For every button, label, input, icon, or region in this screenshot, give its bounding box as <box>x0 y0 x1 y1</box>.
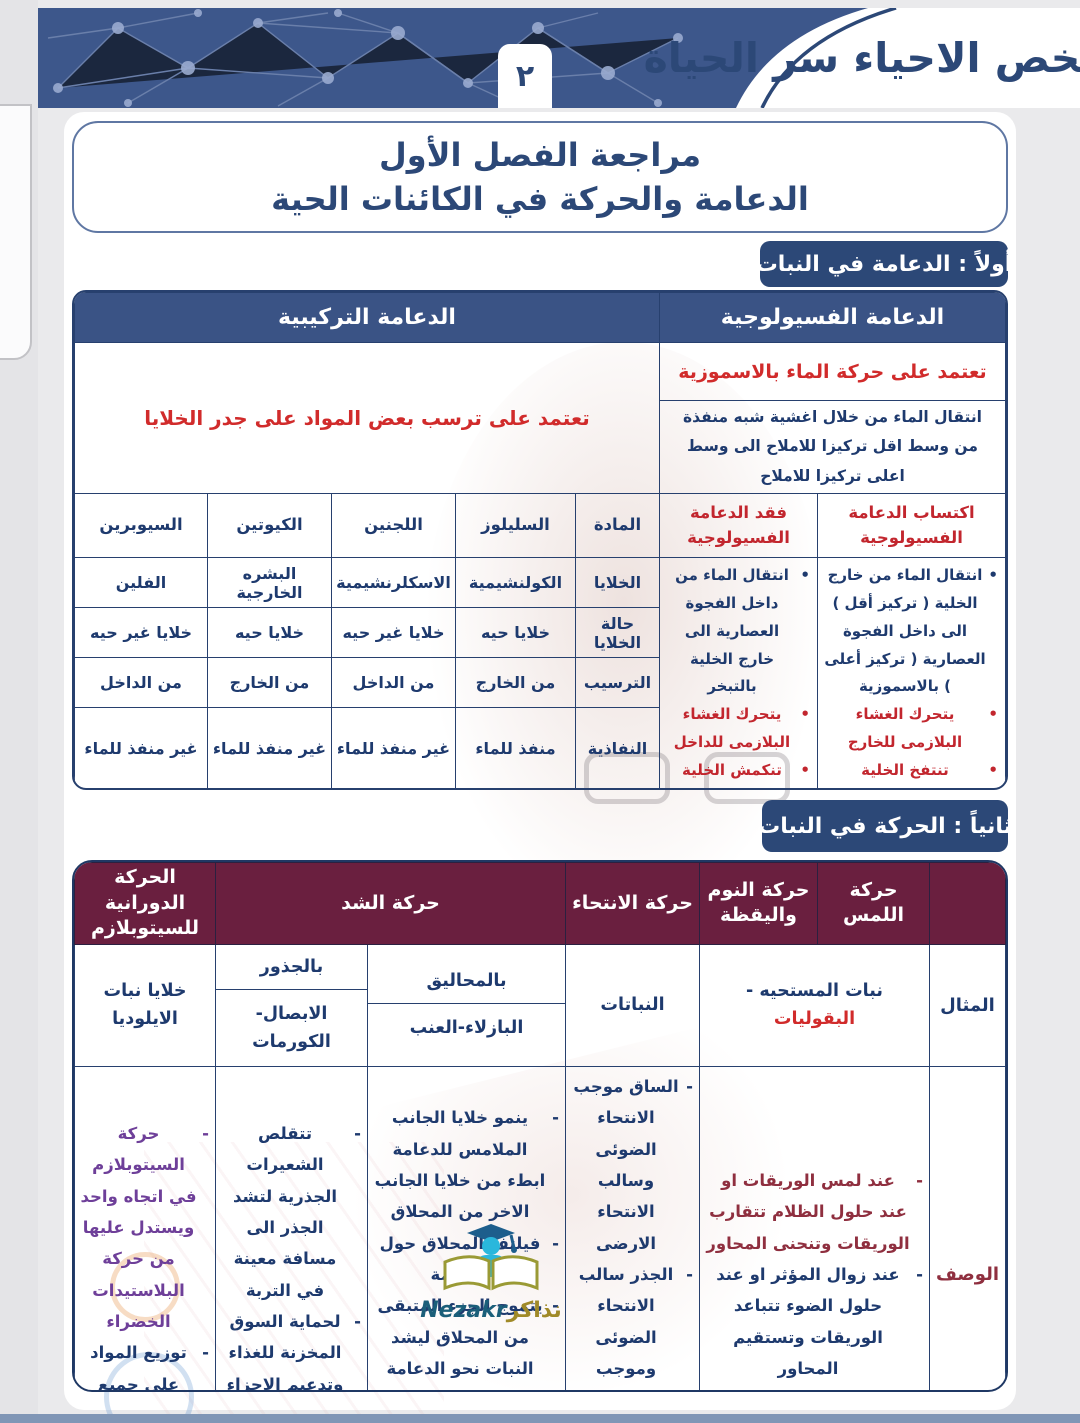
gain-support-points: • انتقال الماء من خارج الخلية ( تركيز أقل… <box>817 557 1006 788</box>
loss-point-3: تنكمش الخلية <box>682 760 782 779</box>
permeability-cellulose: منفذ للماء <box>454 707 576 788</box>
tendrils-plants: البازلاء-العنب <box>409 1017 524 1038</box>
state-suberin: خلايا غير حيه <box>74 607 208 659</box>
physio-note-definition: انتقال الماء من خلال اغشية شبه منفذة من … <box>658 399 1006 495</box>
bottom-bar <box>0 1414 1080 1423</box>
description-rotation: - حركة السيتوبلازم في اتجاه واحد ويستدل ع… <box>74 1065 216 1390</box>
banner-pattern <box>38 8 700 110</box>
row-label-example: المثال <box>929 943 1006 1067</box>
col-tension-movement: حركة الشد <box>215 862 566 945</box>
logo-wordmark: Nezakrنذاكر <box>420 1298 562 1323</box>
movement-table: حركة اللمس حركة النوم واليقظة حركة الانت… <box>72 860 1008 1392</box>
loss-point-2: يتحرك الغشاء البلازمى للداخل <box>673 705 791 751</box>
description-tropism: - الساق موجب الانتحاء الضوئى وسالب الانتح… <box>565 1065 700 1390</box>
example-rotation: خلايا نبات الايلوديا <box>74 943 216 1067</box>
loss-point-1: انتقال الماء من داخل الفجوة العصارية الى… <box>675 566 789 696</box>
description-touch-sleep: - عند لمس الوريقات او عند حلول الظلام تتق… <box>699 1065 930 1390</box>
gain-point-3: تنتفخ الخلية <box>861 760 949 779</box>
material-suberin: السيوبرين <box>74 493 208 559</box>
cells-suberin: الفلين <box>74 557 208 609</box>
loss-support-points: • انتقال الماء من داخل الفجوة العصارية ال… <box>658 557 819 788</box>
row-header-cells: الخلايا <box>574 557 660 609</box>
permeability-cutin: غير منفذ للماء <box>206 707 332 788</box>
deposition-suberin: من الداخل <box>74 657 208 709</box>
cells-cutin: البشره الخارجية <box>206 557 332 609</box>
network-pattern-graphic <box>47 9 683 110</box>
state-cutin: خلايا حيه <box>206 607 332 659</box>
logo-graphic <box>443 1224 539 1291</box>
cells-cellulose: الكولنشيمية <box>454 557 576 609</box>
col-tropism-movement: حركة الانتحاء <box>565 862 700 945</box>
nezakr-logo: Nezakrنذاكر <box>416 1222 566 1323</box>
loss-support-header: فقد الدعامة الفسيولوجية <box>658 493 819 559</box>
deposition-lignin: من الداخل <box>330 657 456 709</box>
corner-cell <box>929 862 1006 945</box>
support-table: الدعامة الفسيولوجية الدعامة التركيبية تع… <box>72 290 1008 790</box>
cells-lignin: الاسكلرنشيمية <box>330 557 456 609</box>
col-touch-movement: حركة اللمس <box>817 862 930 945</box>
example-roots: بالجذور الابصال- الكورمات <box>215 943 368 1067</box>
example-legumes: البقوليات <box>773 1009 856 1030</box>
row-header-material: المادة <box>574 493 660 559</box>
page-number-tab: ٢ <box>498 44 552 108</box>
banner-curve-shape <box>700 8 897 108</box>
physio-note-osmosis: تعتمد على حركة الماء بالاسموزية <box>658 342 1006 401</box>
state-lignin: خلايا غير حيه <box>330 607 456 659</box>
col-sleep-movement: حركة النوم واليقظة <box>699 862 818 945</box>
roots-plants: الابصال- الكورمات <box>252 1003 331 1052</box>
page-number: ٢ <box>515 58 535 94</box>
row-header-permeability: النفاذية <box>574 707 660 788</box>
gain-point-1: انتقال الماء من خارج الخلية ( تركيز أقل … <box>824 566 986 696</box>
permeability-suberin: غير منفذ للماء <box>74 707 208 788</box>
chapter-title-line2: الدعامة والحركة في الكائنات الحية <box>271 180 809 218</box>
structural-note: تعتمد على ترسب بعض المواد على جدر الخلاي… <box>74 341 660 495</box>
document-title: ملخص الاحياء سر الحياة <box>643 34 1080 82</box>
section1-header: أولاً : الدعامة في النبات <box>756 241 1012 287</box>
gain-support-header: اكتساب الدعامة الفسيولوجية <box>817 493 1006 559</box>
material-cellulose: السليلوز <box>454 493 576 559</box>
tendrils-label: بالمحاليق <box>368 959 565 1004</box>
permeability-lignin: غير منفذ للماء <box>330 707 456 788</box>
chapter-title-line1: مراجعة الفصل الأول <box>378 136 702 174</box>
section2-header: ثانياً : الحركة في النبات <box>758 800 1012 852</box>
gain-point-2: يتحرك الغشاء البلازمى للخارج <box>847 705 963 751</box>
description-tendrils: - ينمو خلايا الجانب الملامس للدعامة ابطء … <box>367 1065 566 1390</box>
adjacent-page-edge <box>0 104 32 360</box>
example-touch-sleep: نبات المستحيه - البقوليات <box>699 943 930 1067</box>
header-banner: ٢ ملخص الاحياء سر الحياة <box>38 8 1080 110</box>
row-header-cell-state: حالة الخلايا <box>574 607 660 659</box>
row-header-deposition: الترسيب <box>574 657 660 709</box>
col-structural-support: الدعامة التركيبية <box>74 292 660 343</box>
state-cellulose: خلايا حيه <box>454 607 576 659</box>
deposition-cutin: من الخارج <box>206 657 332 709</box>
row-label-description: الوصف <box>929 1065 1006 1390</box>
example-tendrils: بالمحاليق البازلاء-العنب <box>367 943 566 1067</box>
description-roots: - تتقلص الشعيرات الجذرية لتشد الجذر الى م… <box>215 1065 368 1390</box>
material-lignin: اللجنين <box>330 493 456 559</box>
roots-label: بالجذور <box>216 945 367 990</box>
content-card: مراجعة الفصل الأول الدعامة والحركة في ال… <box>64 112 1016 1423</box>
example-tropism: النباتات <box>565 943 700 1067</box>
material-cutin: الكيوتين <box>206 493 332 559</box>
col-cytoplasm-rotation: الحركة الدورانية للسيتوبلازم <box>74 862 216 945</box>
chapter-title-box: مراجعة الفصل الأول الدعامة والحركة في ال… <box>72 121 1008 233</box>
col-physiological-support: الدعامة الفسيولوجية <box>658 292 1006 343</box>
deposition-cellulose: من الخارج <box>454 657 576 709</box>
